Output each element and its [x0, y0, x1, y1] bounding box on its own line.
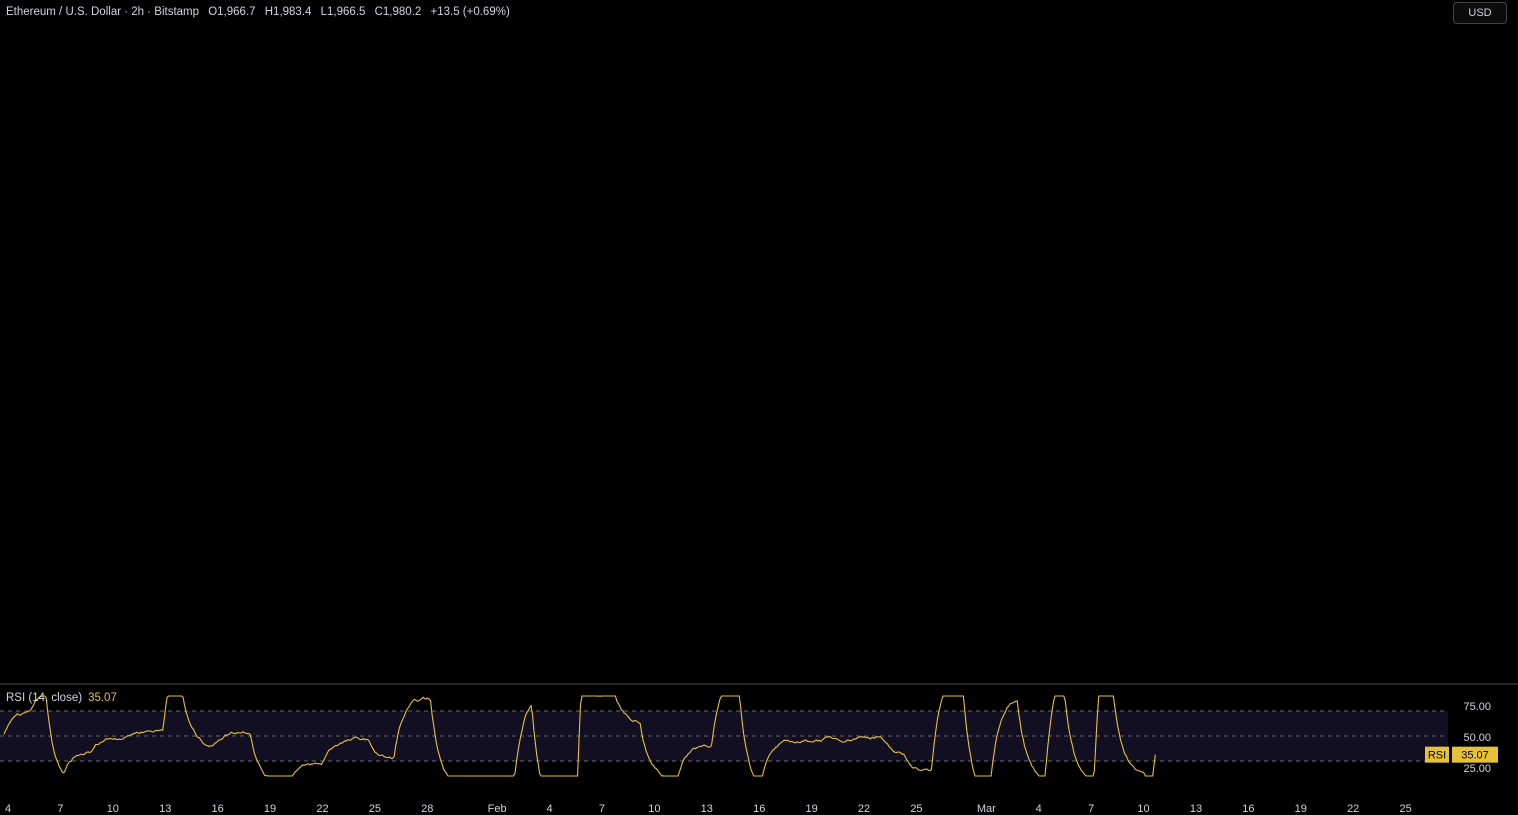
- time-tick: 7: [599, 803, 605, 815]
- time-tick: 10: [1137, 803, 1149, 815]
- time-tick: 19: [805, 803, 817, 815]
- time-tick: 4: [547, 803, 553, 815]
- time-tick: 28: [421, 803, 433, 815]
- time-tick: 13: [159, 803, 171, 815]
- rsi-axis-tick: 50.00: [1463, 732, 1491, 744]
- time-tick: 25: [1399, 803, 1411, 815]
- time-tick: 13: [701, 803, 713, 815]
- rsi-header: RSI (14, close) 35.07: [6, 692, 117, 704]
- time-tick: 22: [316, 803, 328, 815]
- rsi-badge-value-box: [1452, 746, 1498, 763]
- time-tick: 4: [1036, 803, 1042, 815]
- time-tick: 25: [369, 803, 381, 815]
- rsi-axis-tick: 25.00: [1463, 763, 1491, 775]
- symbol-header: Ethereum / U.S. Dollar · 2h · Bitstamp O…: [6, 6, 510, 18]
- rsi-badge-label-box: [1425, 746, 1449, 763]
- time-tick: 16: [1242, 803, 1254, 815]
- time-tick: 10: [648, 803, 660, 815]
- time-tick: 13: [1190, 803, 1202, 815]
- ohlc-close: C1,980.2: [374, 6, 422, 18]
- time-tick: 22: [1347, 803, 1359, 815]
- ohlc-low: L1,966.5: [320, 6, 366, 18]
- rsi-axis-tick: 75.00: [1463, 701, 1491, 713]
- time-tick: 19: [264, 803, 276, 815]
- time-axis: 4 7 10 13 16 19 22 25 28 Feb 4 7 10 13 16 19 22 25 Mar 4 7 10…: [5, 803, 1412, 815]
- rsi-badge-label: RSI: [1428, 750, 1446, 762]
- time-tick: Feb: [488, 803, 507, 815]
- time-tick: 4: [5, 803, 11, 815]
- ohlc-change: +13.5 (+0.69%): [430, 6, 510, 18]
- rsi-label: RSI (14, close): [6, 692, 83, 704]
- rsi-value: 35.07: [88, 692, 117, 704]
- time-tick: 7: [1088, 803, 1094, 815]
- ohlc-open: O1,966.7: [208, 6, 256, 18]
- ohlc-high: H1,983.4: [264, 6, 312, 18]
- time-tick: 19: [1295, 803, 1307, 815]
- time-tick: 25: [910, 803, 922, 815]
- rsi-badge-value: 35.07: [1461, 750, 1489, 762]
- currency-button[interactable]: USD: [1453, 2, 1507, 24]
- time-tick: 7: [57, 803, 63, 815]
- time-tick: 22: [858, 803, 870, 815]
- time-tick: Mar: [977, 803, 996, 815]
- time-tick: 16: [212, 803, 224, 815]
- time-tick: 10: [107, 803, 119, 815]
- rsi-pane: 75.00 50.00 25.00 RSI 35.07: [0, 695, 1498, 777]
- symbol-name: Ethereum / U.S. Dollar · 2h · Bitstamp: [6, 6, 200, 18]
- rsi-line: [3, 695, 1156, 777]
- time-tick: 16: [753, 803, 765, 815]
